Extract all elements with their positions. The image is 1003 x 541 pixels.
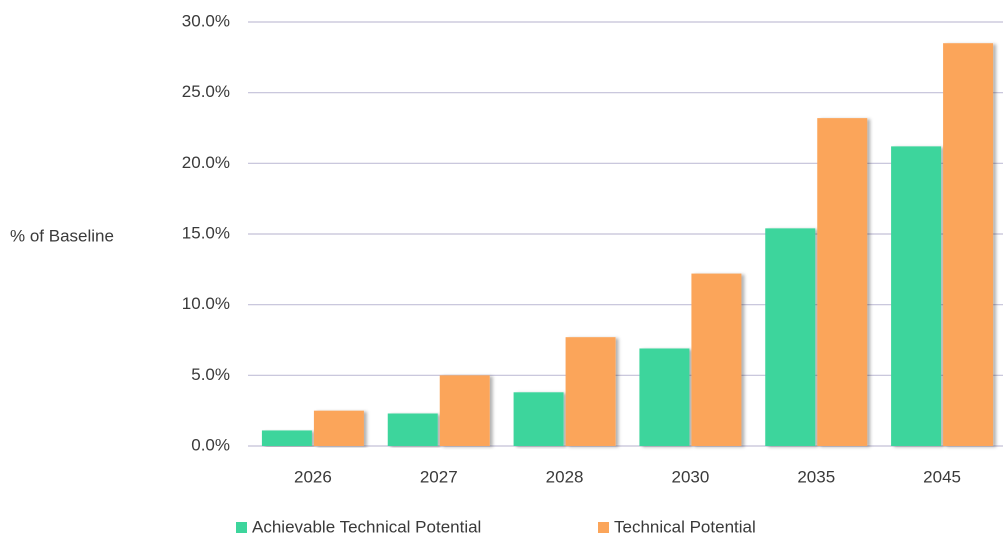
bar [817,118,868,447]
y-tick-label: 15.0% [182,223,230,242]
y-axis-label: % of Baseline [10,226,114,245]
bar [261,430,312,446]
legend-label: Technical Potential [614,517,756,536]
y-tick-label: 0.0% [191,435,230,454]
x-tick-label: 2035 [797,467,835,486]
y-tick-label: 5.0% [191,365,230,384]
y-tick-label: 25.0% [182,82,230,101]
bar [387,413,438,446]
x-tick-label: 2028 [546,467,584,486]
bar [313,410,364,446]
bar [765,228,816,446]
bar [439,375,490,446]
legend-swatch [598,522,609,533]
bar [565,337,616,446]
legend-label: Achievable Technical Potential [252,517,481,536]
y-tick-label: 10.0% [182,294,230,313]
legend-swatch [236,522,247,533]
bar [891,146,942,446]
x-tick-label: 2026 [294,467,332,486]
bar [513,392,564,446]
y-tick-label: 30.0% [182,11,230,30]
bar [943,43,994,446]
bar [691,273,742,446]
x-tick-label: 2030 [672,467,710,486]
x-tick-label: 2045 [923,467,961,486]
x-tick-label: 2027 [420,467,458,486]
bar [639,348,690,446]
y-tick-label: 20.0% [182,153,230,172]
